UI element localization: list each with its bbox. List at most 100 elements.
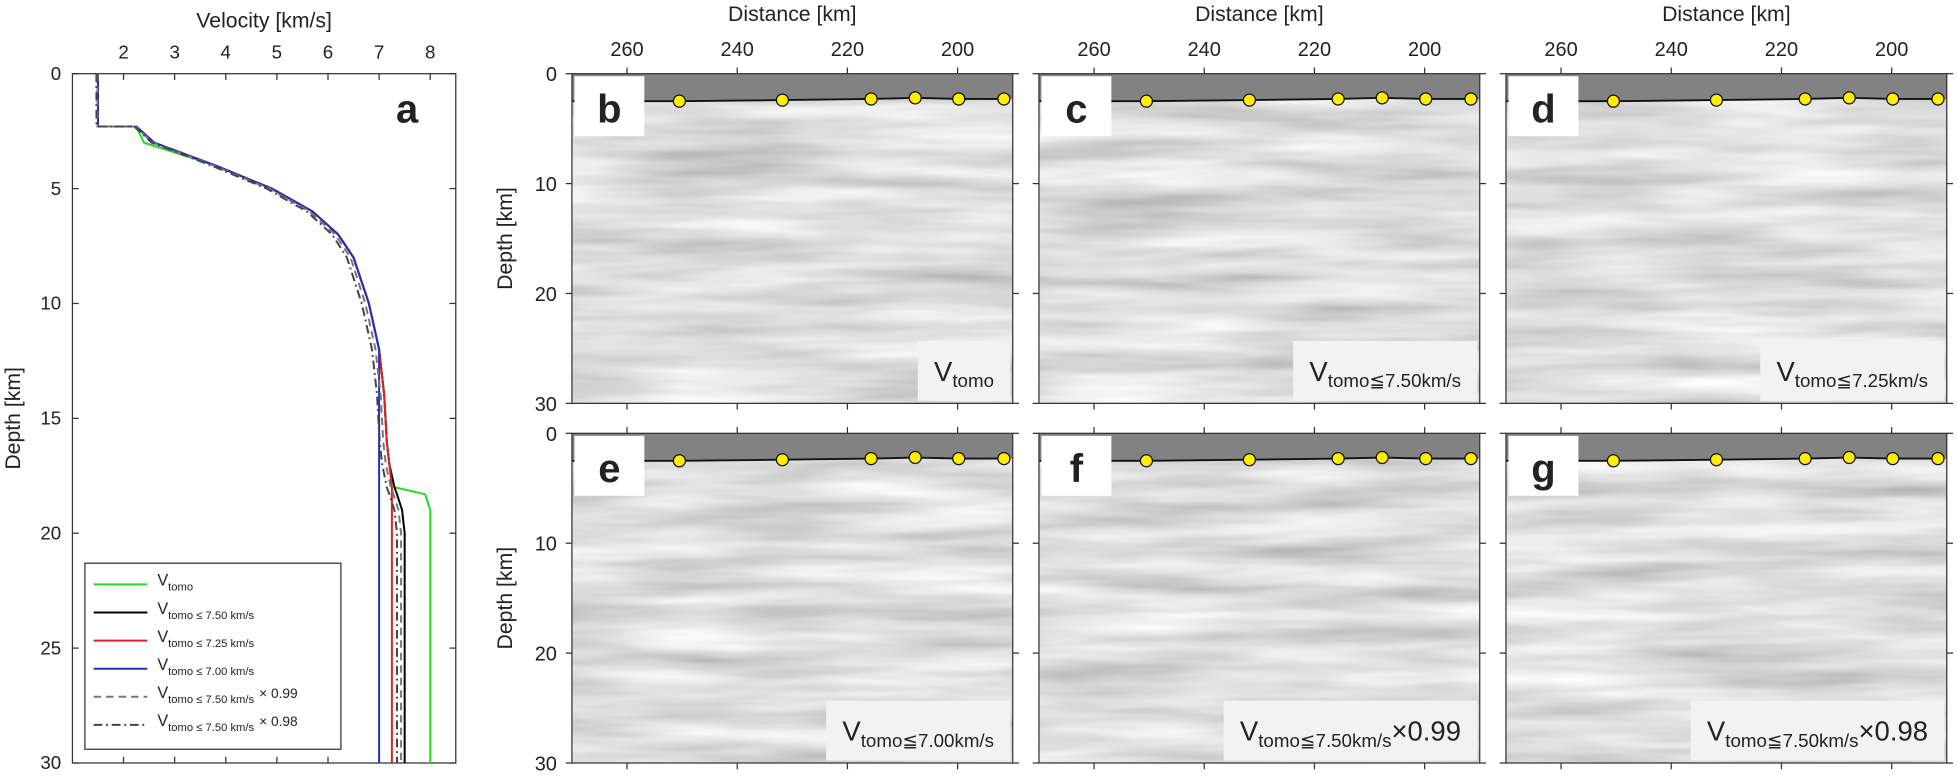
panel-frame [1038, 73, 1481, 404]
x-tick-label: 260 [1544, 39, 1577, 61]
label-sub: tomo [952, 370, 994, 391]
label-box [1760, 340, 1945, 401]
model-label: Vtomo≦7.25km/s [1776, 356, 1928, 391]
label-suffix: ×0.98 [1859, 716, 1929, 747]
label-main: V [1707, 716, 1726, 747]
station [997, 451, 1011, 466]
water-layer [571, 433, 1013, 461]
label-box [1690, 700, 1945, 761]
station [997, 92, 1011, 106]
letter-box [1508, 76, 1579, 137]
label-main: V [1240, 716, 1259, 747]
x-tick-label: 4 [221, 42, 231, 63]
y-axis-title: Depth [km] [494, 187, 517, 290]
y-tick-label: 0 [546, 424, 557, 446]
water-layer [1505, 73, 1947, 102]
y-tick-label: 10 [40, 293, 61, 314]
station [1419, 451, 1433, 466]
x-tick-label: 260 [610, 39, 643, 61]
station [775, 453, 790, 467]
letter-box [574, 76, 645, 137]
water-layer [1505, 433, 1947, 461]
legend-sub: tomo ≤ 7.00 km/s [168, 666, 254, 678]
legend-main: V [157, 656, 168, 674]
station [1886, 92, 1900, 106]
x-tick-label: 220 [1298, 39, 1331, 61]
model-label: Vtomo≦7.50km/s×0.98 [1707, 716, 1928, 751]
station [1331, 451, 1345, 466]
label-main: V [1309, 356, 1328, 387]
legend-suffix: × 0.99 [259, 686, 298, 701]
x-tick-label: 240 [1188, 39, 1221, 61]
station [1842, 450, 1856, 465]
letter-box [1041, 76, 1112, 137]
letter-box [1508, 435, 1579, 496]
station [672, 454, 686, 468]
label-main: V [842, 716, 861, 747]
x-axis-title: Distance [km] [1195, 3, 1324, 26]
x-tick-label: 6 [323, 42, 333, 63]
model-label: Vtomo≦7.00km/s [842, 716, 994, 751]
station [1798, 451, 1812, 466]
station [1375, 450, 1389, 465]
legend-label: Vtomo ≤ 7.00 km/s [157, 656, 254, 678]
panel-letter: f [1070, 447, 1084, 491]
legend-label: Vtomo [157, 572, 193, 594]
x-tick-label: 260 [1077, 39, 1110, 61]
label-suffix: ×0.99 [1391, 716, 1461, 747]
panel-letter: c [1065, 87, 1087, 131]
panel-letter: b [597, 87, 621, 131]
station [1419, 92, 1433, 106]
legend-sub: tomo ≤ 7.50 km/s [168, 722, 254, 734]
y-tick-label: 0 [51, 63, 61, 84]
legend-label: Vtomo ≤ 7.50 km/s × 0.99 [157, 684, 297, 706]
panel-frame [1505, 432, 1948, 764]
panel-frame [1505, 73, 1948, 404]
station [672, 94, 686, 108]
station [908, 91, 922, 105]
y-tick-label: 30 [535, 394, 557, 416]
panel-frame [571, 73, 1014, 404]
label-main: V [934, 356, 953, 387]
station [1931, 92, 1945, 106]
letter-box [1041, 435, 1112, 496]
y-tick-label: 25 [40, 637, 61, 658]
x-tick-label: 220 [1765, 39, 1798, 61]
x-axis-title: Velocity [km/s] [196, 9, 332, 32]
velocity-line [96, 73, 403, 763]
model-label: Vtomo [934, 356, 994, 391]
legend-sub: tomo [168, 582, 193, 594]
legend-sub: tomo ≤ 7.50 km/s [168, 694, 254, 706]
label-box [917, 340, 1011, 401]
y-tick-label: 30 [40, 752, 61, 773]
station [1464, 92, 1478, 106]
label-sub: tomo≦7.25km/s [1795, 370, 1928, 391]
legend-sub: tomo ≤ 7.25 km/s [168, 638, 254, 650]
legend-suffix: × 0.98 [259, 714, 298, 729]
x-axis-title: Distance [km] [1662, 3, 1791, 26]
station [1606, 454, 1621, 468]
legend-main: V [157, 684, 168, 702]
y-tick-label: 30 [535, 753, 557, 775]
water-layer [1038, 433, 1480, 461]
station [1842, 91, 1856, 105]
x-tick-label: 200 [941, 39, 974, 61]
x-tick-label: 200 [1408, 39, 1441, 61]
y-tick-label: 15 [40, 408, 61, 429]
y-tick-label: 10 [535, 534, 557, 556]
legend-main: V [157, 628, 168, 646]
label-sub: tomo≦7.00km/s [861, 730, 994, 751]
y-axis-title: Depth [km] [2, 367, 25, 470]
label-box [1223, 700, 1478, 761]
panel-letter: a [396, 87, 419, 131]
station [1139, 454, 1154, 468]
y-tick-label: 20 [535, 644, 557, 666]
y-tick-label: 0 [546, 64, 557, 86]
model-label: Vtomo≦7.50km/s×0.99 [1240, 716, 1461, 751]
legend-main: V [157, 572, 168, 590]
x-tick-label: 2 [118, 42, 128, 63]
station [952, 451, 966, 466]
y-tick-label: 20 [535, 284, 557, 306]
